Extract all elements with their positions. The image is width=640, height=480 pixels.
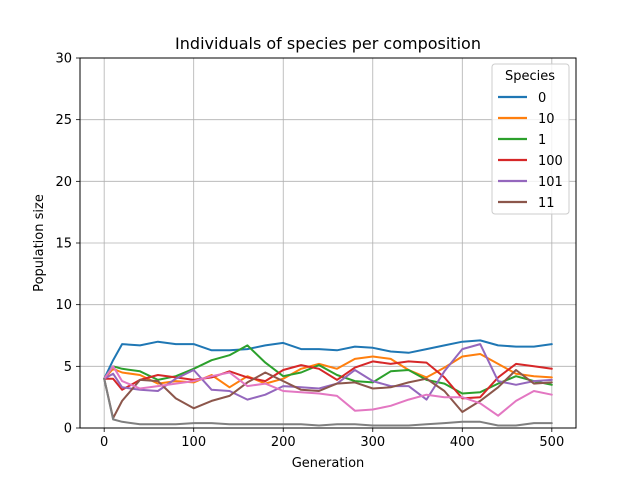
x-tick-label: 400 [450,435,475,450]
legend-entry-label: 101 [538,175,563,190]
y-tick-label: 5 [64,360,72,375]
x-tick-label: 200 [271,435,296,450]
series-line-10 [103,353,553,389]
y-tick-label: 0 [64,422,72,437]
y-tick-label: 15 [55,237,72,252]
series-line-100 [103,360,553,400]
legend-title: Species [505,69,555,84]
legend-entry-label: 1 [538,133,546,148]
x-tick-label: 100 [181,435,206,450]
chart-title: Individuals of species per composition [175,34,481,53]
series-line-unlabeled-7 [103,377,553,427]
y-tick-label: 30 [55,52,72,67]
series-line-0 [103,339,553,380]
y-tick-label: 10 [55,298,72,313]
legend-entry-label: 0 [538,91,546,106]
x-tick-label: 500 [539,435,564,450]
series-line-1 [103,344,553,395]
x-tick-label: 0 [100,435,108,450]
y-tick-label: 20 [55,175,72,190]
series-lines [103,339,553,427]
y-tick-label: 25 [55,113,72,128]
x-tick-label: 300 [360,435,385,450]
series-line-11 [103,369,553,420]
y-axis-label: Population size [32,194,47,292]
legend-entry-label: 100 [538,154,563,169]
legend-entry-label: 11 [538,196,555,211]
legend-entry-label: 10 [538,112,555,127]
x-axis-label: Generation [292,456,365,471]
legend-box [491,63,570,215]
series-line-unlabeled-6 [103,365,553,417]
